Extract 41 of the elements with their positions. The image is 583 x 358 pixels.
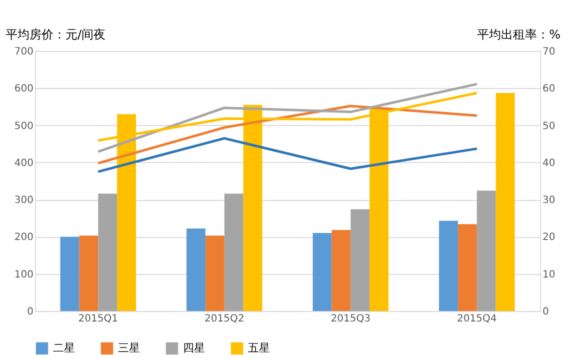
- y-tick-label: 400: [14, 158, 34, 169]
- x-tick-label: 2015Q2: [204, 314, 244, 324]
- bar: [458, 224, 477, 311]
- bar: [98, 194, 118, 311]
- x-tick-label: 2015Q1: [78, 314, 118, 324]
- y2-tick-label: 20: [542, 232, 556, 244]
- bar: [186, 228, 206, 311]
- y2-tick-label: 30: [542, 195, 556, 206]
- y-tick-label: 0: [27, 306, 34, 318]
- bar: [476, 190, 496, 311]
- legend-label: 二星: [53, 341, 75, 354]
- y2-axis-title: 平均出租率：%: [477, 28, 560, 42]
- y-tick-label: 700: [14, 46, 34, 58]
- y-axis-title: 平均房价：元/间夜: [6, 28, 106, 42]
- y2-tick-label: 60: [542, 84, 556, 95]
- line-series: [96, 82, 478, 153]
- y2-tick-label: 40: [542, 158, 556, 169]
- legend-label: 四星: [183, 341, 205, 354]
- y-tick-label: 500: [14, 120, 34, 132]
- legend-label: 五星: [248, 341, 270, 354]
- bar: [312, 233, 332, 311]
- y2-tick-label: 0: [542, 306, 549, 318]
- bar: [439, 220, 458, 311]
- y-tick-label: 100: [14, 269, 34, 280]
- y2-tick-label: 50: [542, 120, 556, 132]
- bar: [496, 92, 515, 311]
- bar: [79, 236, 98, 311]
- y-tick-label: 600: [14, 84, 34, 95]
- legend-label: 三星: [118, 341, 140, 354]
- bar: [205, 236, 224, 311]
- line-series: [96, 137, 478, 173]
- x-tick-label: 2015Q3: [330, 314, 370, 324]
- y-tick-label: 300: [14, 195, 34, 206]
- y2-tick-label: 70: [542, 46, 556, 58]
- y2-tick-label: 10: [542, 269, 556, 280]
- bar: [224, 194, 244, 311]
- bar: [332, 230, 351, 311]
- bar: [60, 236, 80, 311]
- y-tick-label: 200: [14, 232, 34, 244]
- bar: [350, 209, 370, 311]
- x-tick-label: 2015Q4: [457, 314, 497, 324]
